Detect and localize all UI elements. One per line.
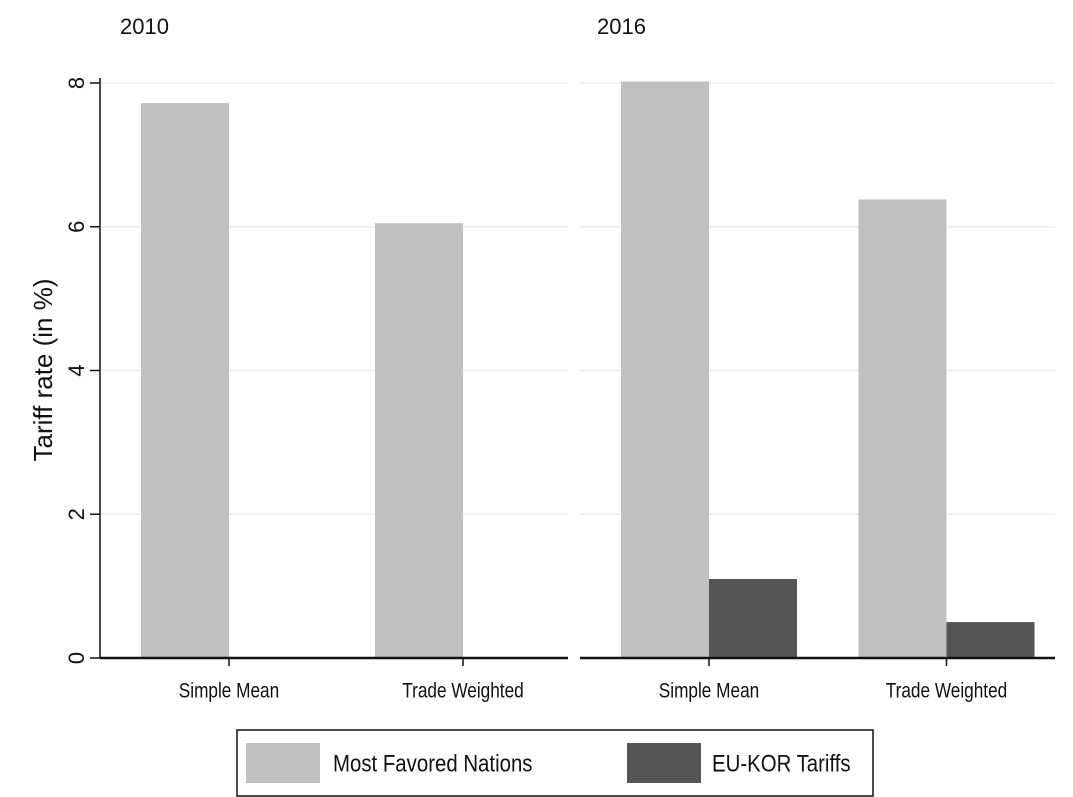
y-tick-label: 8 bbox=[64, 77, 89, 89]
legend-box bbox=[236, 729, 874, 797]
bar bbox=[375, 223, 463, 658]
x-tick-label: Trade Weighted bbox=[886, 680, 1007, 703]
x-tick-label: Trade Weighted bbox=[402, 680, 523, 703]
legend-swatch bbox=[627, 743, 701, 783]
bar: EU-KOR Tariffs bbox=[709, 578, 797, 658]
y-tick-label: 6 bbox=[64, 221, 89, 233]
y-tick-label: 4 bbox=[64, 364, 89, 376]
x-tick-label: Simple Mean bbox=[179, 680, 279, 703]
panel-title: 2010 bbox=[120, 14, 169, 39]
bar bbox=[141, 103, 229, 658]
legend-label: Most Favored Nations bbox=[333, 750, 532, 777]
legend-label: EU-KOR Tariffs bbox=[712, 750, 851, 777]
y-tick-label: 0 bbox=[64, 652, 89, 664]
bar: EU-KOR Tariffs bbox=[946, 622, 1035, 658]
y-axis-label: Tariff rate (in %) bbox=[28, 278, 58, 461]
bar: Most Favored Nations bbox=[621, 81, 709, 658]
panel-title: 2016 bbox=[597, 14, 646, 39]
legend-swatch bbox=[246, 743, 320, 783]
bar: Most Favored Nations bbox=[858, 199, 947, 658]
x-tick-label: Simple Mean bbox=[659, 680, 759, 703]
y-tick-label: 2 bbox=[64, 508, 89, 520]
